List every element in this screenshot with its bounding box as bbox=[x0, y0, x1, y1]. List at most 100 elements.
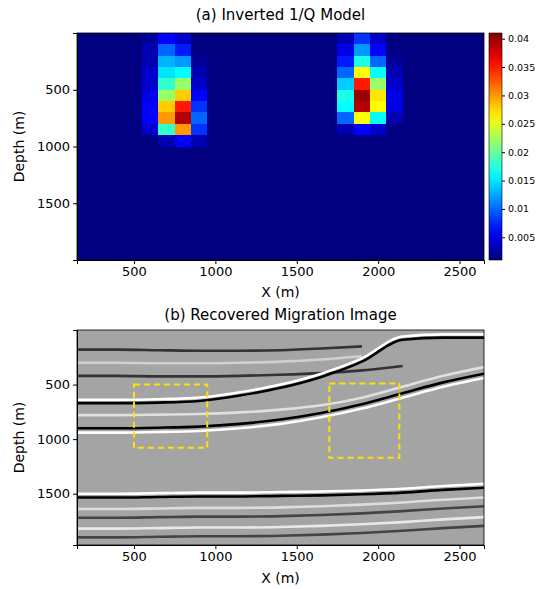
heatmap-cell bbox=[272, 78, 289, 90]
heatmap-cell bbox=[468, 192, 484, 204]
heatmap-cell bbox=[386, 158, 403, 170]
heatmap-cell bbox=[175, 249, 192, 260]
tick-mark bbox=[73, 385, 77, 386]
heatmap-cell bbox=[142, 124, 159, 136]
heatmap-cell bbox=[158, 203, 175, 215]
heatmap-cell bbox=[110, 226, 127, 238]
heatmap-cell bbox=[435, 158, 452, 170]
heatmap-cell bbox=[321, 192, 338, 204]
heatmap-cell bbox=[386, 237, 403, 249]
tick-label: 0.035 bbox=[508, 62, 535, 73]
heatmap-cell bbox=[403, 192, 420, 204]
heatmap-cell bbox=[451, 67, 468, 79]
heatmap-cell bbox=[305, 44, 322, 56]
heatmap-cell bbox=[321, 67, 338, 79]
heatmap-cell bbox=[77, 249, 94, 260]
heatmap-cell bbox=[305, 90, 322, 102]
heatmap-cell bbox=[126, 101, 143, 113]
heatmap-cell bbox=[158, 78, 175, 90]
heatmap-cell bbox=[435, 101, 452, 113]
heatmap-cell bbox=[207, 147, 224, 159]
heatmap-cell bbox=[321, 135, 338, 147]
heatmap-cell bbox=[240, 158, 257, 170]
heatmap-cell bbox=[207, 135, 224, 147]
heatmap-cell bbox=[435, 33, 452, 45]
heatmap-cell bbox=[126, 78, 143, 90]
heatmap-cell bbox=[191, 192, 208, 204]
heatmap-cell bbox=[386, 90, 403, 102]
heatmap-cell bbox=[256, 215, 273, 227]
heatmap-cell bbox=[175, 181, 192, 193]
tick-label: 500 bbox=[45, 377, 70, 392]
heatmap-cell bbox=[142, 237, 159, 249]
heatmap-cell bbox=[435, 124, 452, 136]
heatmap-cell bbox=[435, 215, 452, 227]
tick-mark bbox=[502, 95, 505, 96]
heatmap-cell bbox=[289, 147, 306, 159]
tick-mark bbox=[502, 237, 505, 238]
tick: 2000 bbox=[362, 260, 395, 279]
tick: 0.025 bbox=[502, 118, 535, 129]
heatmap-cell bbox=[158, 56, 175, 68]
heatmap-cell bbox=[305, 101, 322, 113]
heatmap-cell bbox=[386, 226, 403, 238]
heatmap-cell bbox=[256, 101, 273, 113]
heatmap-cell bbox=[126, 90, 143, 102]
heatmap-cell bbox=[289, 56, 306, 68]
heatmap-cell bbox=[321, 181, 338, 193]
heatmap-cell bbox=[386, 147, 403, 159]
heatmap-cell bbox=[337, 56, 354, 68]
heatmap-cell bbox=[370, 215, 387, 227]
heatmap-cell bbox=[321, 158, 338, 170]
heatmap-cell bbox=[126, 44, 143, 56]
heatmap-cell bbox=[224, 203, 241, 215]
reflector bbox=[77, 356, 362, 363]
heatmap-cell bbox=[337, 226, 354, 238]
heatmap-cell bbox=[289, 203, 306, 215]
heatmap-cell bbox=[240, 124, 257, 136]
heatmap-cell bbox=[468, 112, 484, 124]
heatmap-cell bbox=[207, 169, 224, 181]
heatmap-cell bbox=[191, 158, 208, 170]
heatmap-cell bbox=[191, 56, 208, 68]
heatmap-cell bbox=[468, 67, 484, 79]
heatmap-cell bbox=[224, 56, 241, 68]
heatmap-cell bbox=[419, 56, 436, 68]
heatmap-cell bbox=[240, 181, 257, 193]
heatmap-cell bbox=[110, 158, 127, 170]
heatmap-cell bbox=[386, 44, 403, 56]
tick: 2000 bbox=[362, 545, 395, 564]
highlight-box bbox=[329, 383, 399, 457]
heatmap-cell bbox=[142, 56, 159, 68]
heatmap-cell bbox=[386, 67, 403, 79]
heatmap-cell bbox=[403, 101, 420, 113]
heatmap-cell bbox=[207, 33, 224, 45]
heatmap-cell bbox=[451, 158, 468, 170]
axis-line bbox=[73, 34, 78, 261]
heatmap-cell bbox=[354, 135, 371, 147]
heatmap-cell bbox=[403, 249, 420, 260]
heatmap-cell bbox=[272, 101, 289, 113]
heatmap-cell bbox=[305, 135, 322, 147]
heatmap-cell bbox=[370, 237, 387, 249]
heatmap-cell bbox=[191, 181, 208, 193]
plot-frame bbox=[77, 33, 484, 260]
heatmap-cell bbox=[110, 124, 127, 136]
heatmap-cell bbox=[110, 147, 127, 159]
heatmap-cell bbox=[354, 158, 371, 170]
heatmap-cell bbox=[435, 203, 452, 215]
heatmap-cell bbox=[142, 135, 159, 147]
heatmap-cell bbox=[240, 44, 257, 56]
heatmap-cell bbox=[272, 90, 289, 102]
heatmap-cell bbox=[240, 56, 257, 68]
heatmap-cell bbox=[370, 112, 387, 124]
heatmap-cell bbox=[419, 169, 436, 181]
heatmap-cell bbox=[191, 147, 208, 159]
heatmap-cell bbox=[337, 147, 354, 159]
heatmap-cell bbox=[256, 181, 273, 193]
heatmap-cell bbox=[110, 78, 127, 90]
tick: 1500 bbox=[281, 260, 314, 279]
heatmap-cell bbox=[256, 67, 273, 79]
heatmap-cell bbox=[142, 33, 159, 45]
heatmap-cell bbox=[126, 135, 143, 147]
